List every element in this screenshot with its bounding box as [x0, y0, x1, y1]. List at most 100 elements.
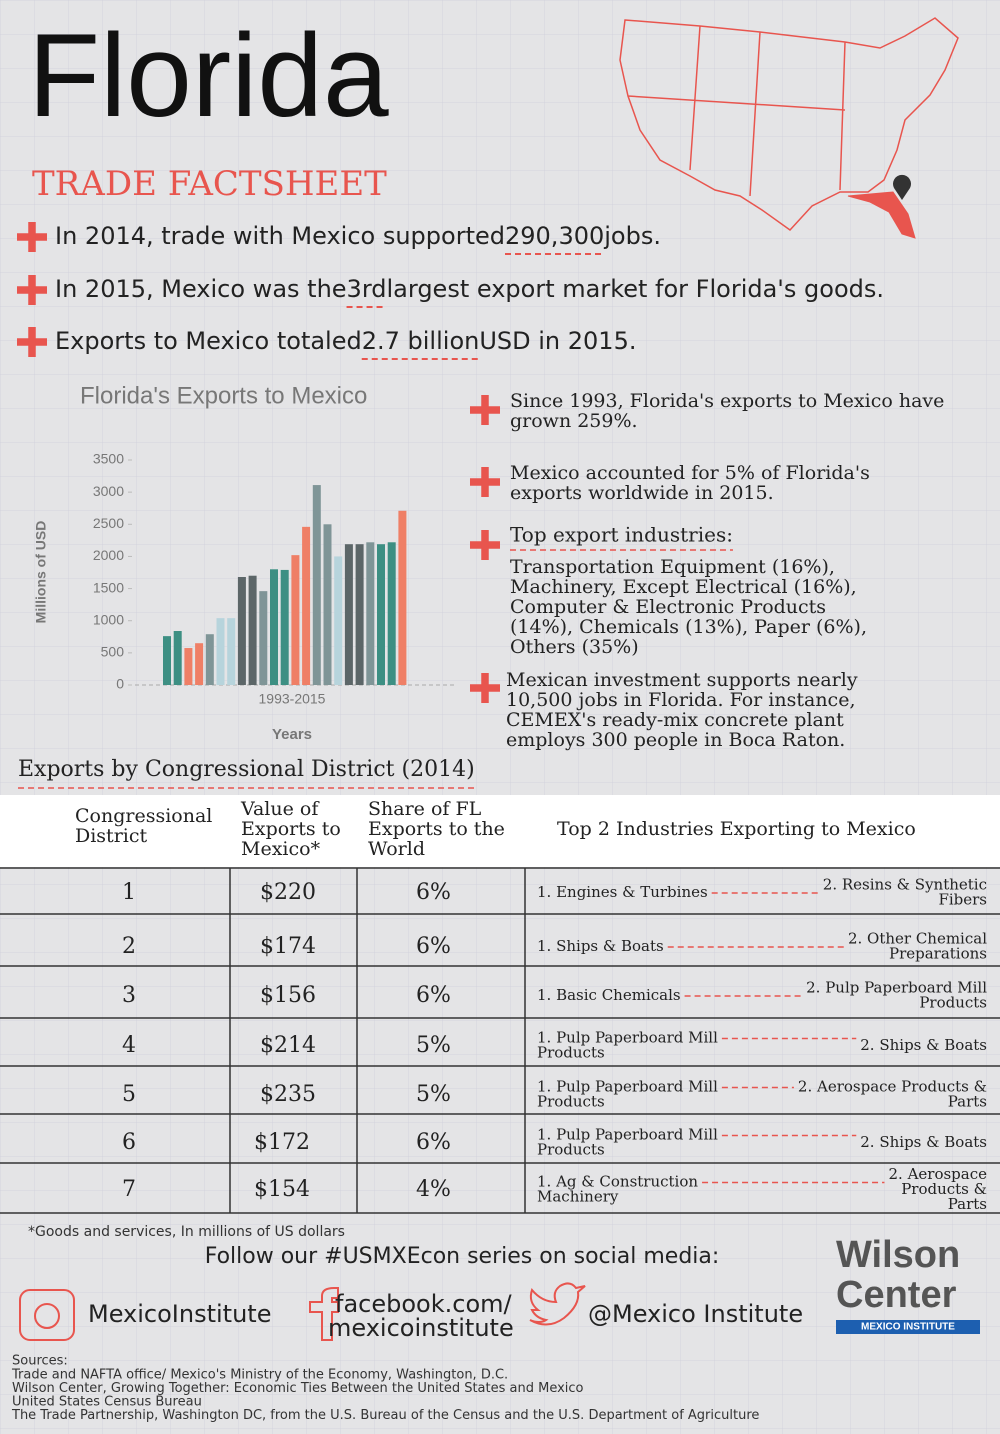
social-heading: Follow our #USMXEcon series on social me…: [205, 1244, 720, 1269]
table-header: World: [368, 838, 425, 860]
industry-1: Products: [537, 1141, 605, 1159]
industry-1: Machinery: [537, 1188, 619, 1206]
y-tick-label: 2500: [93, 515, 124, 531]
bar: [237, 577, 246, 685]
fact-text: Exports to Mexico totaled: [55, 327, 362, 355]
plus-icon: [28, 327, 36, 357]
table-header-bg: [0, 795, 1000, 867]
bar: [216, 618, 225, 685]
footnote: *Goods and services, In millions of US d…: [28, 1224, 345, 1240]
industry-2: Fibers: [938, 891, 987, 909]
y-tick-label: 0: [116, 676, 124, 692]
district: 3: [122, 983, 136, 1008]
bar: [366, 542, 375, 685]
fact-text: 2.7 billion: [362, 327, 480, 355]
export-value: $214: [260, 1033, 316, 1058]
bar: [163, 636, 171, 685]
table-header: Congressional: [75, 805, 212, 827]
bar: [312, 485, 321, 685]
facebook-handle: facebook.com/: [335, 1290, 513, 1318]
note-line: employs 300 people in Boca Raton.: [506, 729, 845, 751]
note-line: grown 259%.: [510, 410, 638, 432]
industry-1: 1. Ships & Boats: [537, 937, 664, 955]
source-line: Trade and NAFTA office/ Mexico's Ministr…: [11, 1368, 508, 1383]
table-header: Mexico*: [241, 838, 321, 860]
twitter-handle: @Mexico Institute: [588, 1300, 803, 1328]
industry-1: 1. Pulp Paperboard Mill: [537, 1029, 718, 1047]
industry-2: 2. Ships & Boats: [860, 1036, 987, 1054]
plus-icon: [28, 222, 36, 252]
instagram-handle: MexicoInstitute: [88, 1300, 271, 1328]
table-header: Exports to: [241, 818, 341, 840]
bar: [195, 643, 204, 685]
bar: [355, 544, 364, 685]
bar: [259, 591, 268, 685]
table-header: Value of: [240, 798, 320, 820]
plus-icon: [28, 275, 36, 305]
y-axis-label: Millions of USD: [33, 521, 49, 624]
share: 5%: [416, 1033, 451, 1058]
note-line: Machinery, Except Electrical (16%),: [510, 576, 857, 598]
bar: [291, 555, 300, 685]
fact-text: 290,300: [505, 222, 604, 250]
chart-title: Florida's Exports to Mexico: [80, 382, 367, 409]
bar: [334, 556, 343, 685]
plus-icon: [481, 467, 489, 497]
bar: [280, 569, 289, 685]
table-title: Exports by Congressional District (2014): [18, 757, 475, 782]
instagram-icon: [19, 1289, 75, 1341]
logo-tag: MEXICO INSTITUTE: [861, 1322, 955, 1333]
share: 6%: [416, 880, 451, 905]
note-heading: Top export industries:: [510, 523, 733, 547]
facebook-handle: mexicoinstitute: [328, 1314, 514, 1342]
export-value: $154: [254, 1177, 310, 1202]
y-tick-label: 3500: [93, 451, 124, 467]
plus-icon: [481, 395, 489, 425]
table-header: Share of FL: [368, 798, 482, 820]
bar: [344, 544, 353, 685]
industry-1: 1. Pulp Paperboard Mill: [537, 1078, 718, 1096]
bar: [398, 510, 407, 685]
facebook-icon: [309, 1287, 339, 1341]
export-value: $174: [260, 934, 316, 959]
district: 4: [122, 1033, 136, 1058]
table-header: Top 2 Industries Exporting to Mexico: [557, 818, 916, 840]
industry-2: 2. Aerospace: [888, 1165, 987, 1183]
note-line: Mexican investment supports nearly: [506, 669, 858, 691]
note-line: Others (35%): [510, 636, 639, 658]
us-map: [619, 17, 959, 231]
y-tick-label: 500: [101, 644, 125, 660]
district: 1: [122, 880, 136, 905]
logo-line: Center: [836, 1274, 957, 1316]
export-value: $235: [260, 1082, 316, 1107]
industry-2: Parts: [948, 1195, 987, 1213]
note-line: Since 1993, Florida's exports to Mexico …: [510, 390, 944, 412]
logo-line: Wilson: [836, 1234, 960, 1276]
fact-text: largest export market for Florida's good…: [387, 275, 885, 303]
note-line: Computer & Electronic Products: [510, 596, 826, 618]
district: 5: [122, 1082, 136, 1107]
florida-shape: [847, 191, 916, 239]
plus-icon: [481, 530, 489, 560]
industry-2: Products: [919, 994, 987, 1012]
district: 6: [122, 1130, 136, 1155]
note-line: exports worldwide in 2015.: [510, 482, 774, 504]
industry-1: 1. Pulp Paperboard Mill: [537, 1126, 718, 1144]
industry-1: 1. Engines & Turbines: [537, 883, 708, 901]
industry-1: Products: [537, 1093, 605, 1111]
note-line: Transportation Equipment (16%),: [510, 556, 835, 578]
table-header: District: [75, 825, 147, 847]
y-tick-label: 2000: [93, 547, 124, 563]
share: 6%: [416, 934, 451, 959]
industry-2: 2. Other Chemical: [848, 930, 987, 948]
industry-1: Products: [537, 1044, 605, 1062]
bar: [227, 618, 236, 685]
fact-text: In 2014, trade with Mexico supported: [55, 222, 505, 250]
plus-icon: [481, 673, 489, 703]
source-line: The Trade Partnership, Washington DC, fr…: [11, 1408, 759, 1423]
bar: [387, 542, 396, 685]
bar: [270, 569, 278, 685]
share: 6%: [416, 983, 451, 1008]
bar: [377, 544, 385, 685]
